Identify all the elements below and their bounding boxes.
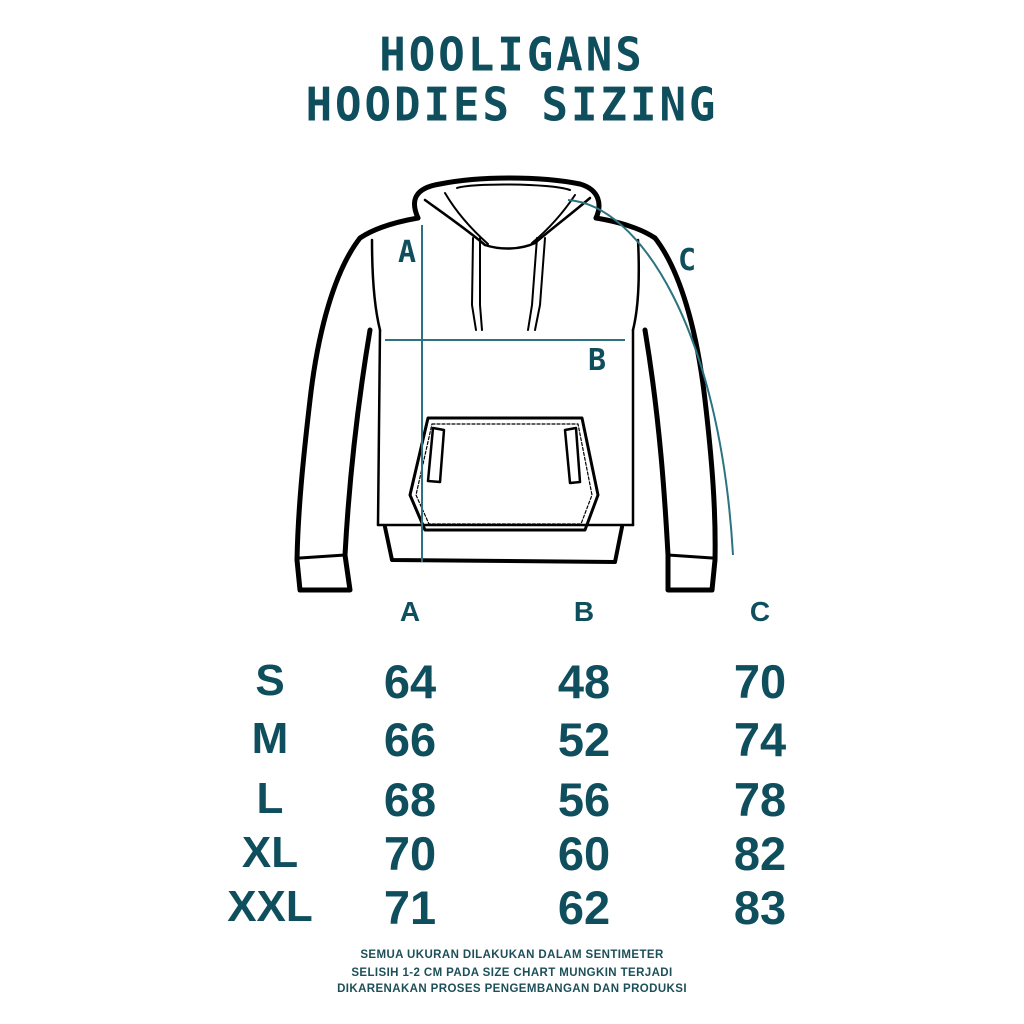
- measurement-value: 83: [733, 881, 787, 934]
- size-label: S: [255, 656, 285, 705]
- measurement-value: 62: [557, 881, 611, 934]
- column-header-b: B: [573, 596, 595, 627]
- label-c: C: [678, 243, 696, 278]
- measurement-value: 66: [383, 713, 437, 766]
- measurement-value: 71: [383, 881, 437, 934]
- measurement-value: 60: [557, 827, 611, 880]
- title-line-1: HOOLIGANS: [379, 28, 645, 83]
- column-header-c: C: [749, 596, 771, 627]
- footer-note-2: SELISIH 1-2 CM PADA SIZE CHART MUNGKIN T…: [351, 967, 673, 979]
- measurement-value: 78: [733, 773, 787, 826]
- footer-note-1: SEMUA UKURAN DILAKUKAN DALAM SENTIMETER: [360, 949, 664, 961]
- measure-line-c: [567, 199, 734, 556]
- label-b: B: [588, 343, 606, 378]
- label-a: A: [398, 235, 416, 270]
- size-label: XL: [241, 828, 299, 877]
- measurement-value: 74: [733, 713, 787, 766]
- column-header-a: A: [399, 596, 421, 627]
- size-label: L: [256, 774, 284, 823]
- measurement-value: 64: [383, 655, 437, 708]
- measurement-value: 82: [733, 827, 787, 880]
- hoodie-outline: [294, 175, 718, 593]
- footer-note-3: DIKARENAKAN PROSES PENGEMBANGAN DAN PROD…: [337, 983, 687, 995]
- title-line-2: HOODIES SIZING: [305, 78, 719, 133]
- measurement-value: 48: [557, 655, 611, 708]
- measurement-value: 56: [557, 773, 611, 826]
- measurement-value: 70: [383, 827, 437, 880]
- size-label: XXL: [227, 882, 313, 931]
- measurement-lines: [385, 199, 734, 562]
- measurement-value: 68: [383, 773, 437, 826]
- size-label: M: [251, 714, 289, 763]
- measurement-value: 52: [557, 713, 611, 766]
- measurement-value: 70: [733, 655, 787, 708]
